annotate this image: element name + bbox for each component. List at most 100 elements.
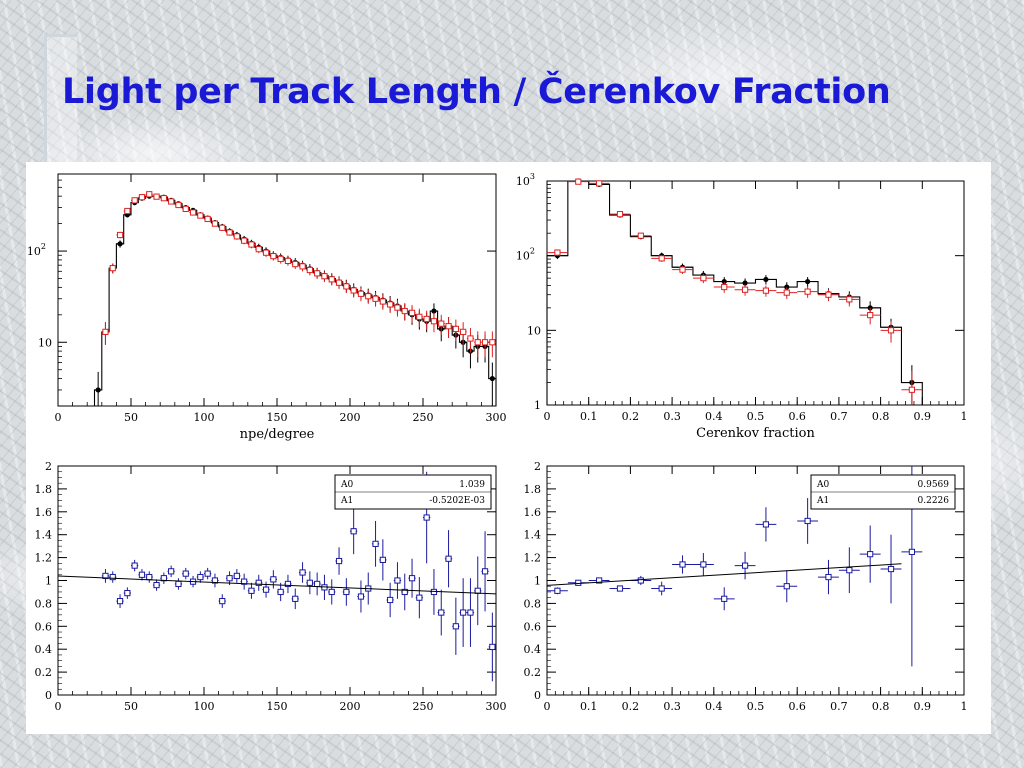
marker-open-square [658, 255, 665, 262]
data-point [459, 322, 467, 345]
marker-open-square [284, 257, 292, 265]
marker-open-square [908, 548, 915, 555]
x-tick-label: 0.2 [622, 410, 640, 423]
marker-open-square [908, 386, 915, 393]
fit-param-name: A1 [340, 496, 353, 506]
x-tick-label: 0.1 [580, 410, 598, 423]
data-point [818, 559, 839, 595]
marker-open-square [241, 578, 248, 585]
x-tick-label: 0.2 [622, 700, 640, 713]
marker-open-square [292, 595, 299, 602]
marker-filled-circle [117, 241, 123, 247]
marker-open-square [762, 521, 770, 528]
marker-open-square [762, 287, 770, 294]
fit-param-name: A0 [816, 480, 829, 490]
marker-open-square [596, 180, 603, 187]
x-tick-label: 50 [124, 411, 138, 424]
marker-open-square [306, 266, 313, 274]
marker-open-square [423, 514, 430, 521]
data-point [609, 211, 631, 218]
y-tick-label: 0.8 [35, 597, 53, 610]
data-point [437, 314, 445, 336]
data-point [152, 579, 161, 591]
marker-open-square [219, 224, 226, 231]
data-point [734, 551, 756, 580]
data-point [415, 308, 423, 328]
marker-open-square [438, 320, 445, 327]
marker-open-square [430, 588, 438, 596]
data-point [452, 597, 460, 655]
fit-param-value: -0.5202E-03 [429, 496, 485, 506]
data-point [269, 570, 277, 589]
marker-open-square [867, 551, 874, 558]
data-point [379, 294, 387, 310]
y-tick-label: 2 [45, 460, 52, 473]
data-point [386, 582, 394, 618]
marker-open-square [700, 561, 707, 568]
data-point [131, 559, 139, 572]
marker-open-square [153, 193, 160, 200]
y-tick-label: 1.6 [35, 506, 53, 519]
marker-open-square [575, 178, 582, 185]
y-tick-label: 0.4 [524, 643, 542, 656]
y-tick-label: 102 [27, 242, 46, 258]
y-tick-label: 1.2 [524, 552, 542, 565]
marker-open-square [416, 594, 423, 601]
data-point [797, 498, 819, 544]
data-point [547, 249, 568, 256]
data-point [437, 589, 445, 636]
data-point [755, 285, 777, 297]
data-point [423, 310, 431, 330]
marker-open-square [233, 572, 240, 580]
x-tick-label: 0.1 [580, 700, 598, 713]
data-point [298, 562, 307, 583]
data-point [350, 508, 358, 555]
marker-open-square [226, 575, 233, 582]
marker-open-square [262, 249, 270, 256]
marker-open-square [887, 565, 895, 573]
data-point [386, 297, 394, 314]
x-tick-label: 0.4 [705, 700, 723, 713]
x-tick-label: 0.7 [830, 410, 848, 423]
marker-open-square [825, 291, 832, 298]
marker-open-square [489, 643, 496, 651]
marker-open-square [350, 287, 357, 294]
y-tick-label: 1.8 [524, 483, 542, 496]
title-accent-frame [44, 34, 77, 165]
data-point [284, 256, 292, 266]
y-tick-label: 0 [45, 689, 52, 702]
marker-open-square [109, 265, 116, 272]
x-tick-label: 0.9 [914, 410, 932, 423]
marker-filled-circle [867, 305, 873, 311]
marker-open-square [102, 328, 109, 335]
data-point [313, 268, 321, 279]
data-point [672, 265, 693, 274]
marker-open-square [825, 573, 832, 581]
marker-open-square [270, 253, 277, 260]
plot-frame [57, 173, 497, 407]
marker-open-square [270, 576, 277, 583]
data-point [247, 241, 256, 249]
data-point [277, 254, 285, 264]
x-tick-label: 0.5 [747, 410, 765, 423]
marker-filled-circle [805, 278, 811, 285]
data-point [342, 578, 350, 606]
marker-open-square [350, 528, 357, 535]
marker-open-square [846, 567, 853, 574]
marker-open-square [489, 339, 496, 346]
marker-open-square [679, 266, 686, 273]
data-point [408, 558, 416, 598]
data-point [240, 237, 248, 245]
data-point [255, 574, 263, 591]
x-tick-label: 0.6 [788, 700, 806, 713]
marker-open-square [379, 298, 386, 305]
marker-open-square [168, 198, 175, 205]
marker-open-square [846, 296, 853, 303]
marker-open-square [299, 263, 306, 270]
data-point [255, 245, 263, 254]
chart-npe-hist: 0 50 100 150 200 250 300 10 102 npe/degree [27, 173, 507, 442]
y-tick-label: 102 [516, 247, 535, 263]
fit-param-name: A1 [816, 496, 829, 506]
data-point [364, 289, 372, 304]
marker-open-square [306, 579, 313, 586]
